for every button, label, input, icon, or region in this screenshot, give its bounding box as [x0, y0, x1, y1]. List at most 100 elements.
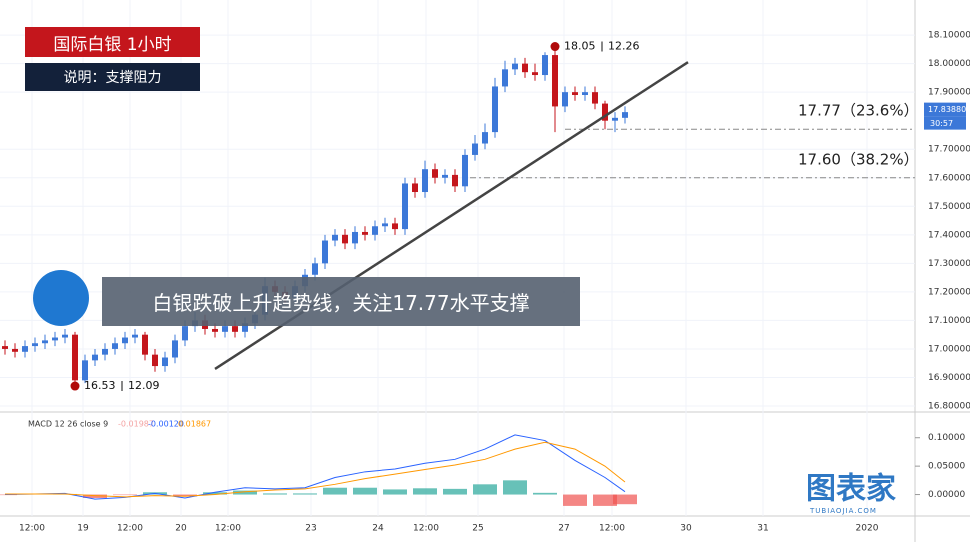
candle-body	[72, 334, 78, 381]
macd-line	[4, 434, 626, 500]
legend-value: 0.01867	[178, 420, 211, 429]
y-tick-label: 16.80000	[928, 402, 970, 412]
macd-histogram-bar	[293, 493, 317, 495]
extreme-time: 12.26	[608, 40, 640, 53]
extreme-label: 16.53	[84, 379, 116, 392]
title: 国际白银 1小时	[53, 34, 172, 55]
candle-body	[452, 174, 458, 187]
candle-body	[342, 234, 348, 244]
macd-histogram-bar	[383, 489, 407, 495]
candle-body	[472, 143, 478, 155]
macd-histogram-bar	[593, 494, 617, 506]
x-tick-label: 31	[757, 524, 768, 534]
candle-body	[62, 334, 68, 338]
y-tick-label: 17.00000	[928, 344, 970, 354]
candle-body	[162, 357, 168, 367]
y-tick-label: 17.60000	[928, 173, 970, 183]
candle-body	[422, 169, 428, 193]
level-label: 17.60（38.2%）	[798, 150, 919, 168]
candle-body	[82, 360, 88, 381]
y-tick-label: 18.00000	[928, 59, 970, 69]
macd-histogram-bar	[473, 484, 497, 495]
candle-body	[392, 223, 398, 230]
candle-body	[432, 169, 438, 178]
macd-histogram-bar	[323, 487, 347, 495]
candle-body	[522, 63, 528, 73]
candle-body	[102, 348, 108, 355]
x-tick-label: 12:00	[599, 524, 625, 534]
y-tick-label: 0.10000	[928, 433, 965, 443]
candle-body	[142, 334, 148, 355]
candle-body	[112, 343, 118, 349]
macd-histogram-bar	[443, 488, 467, 495]
macd-histogram-bar	[83, 494, 107, 498]
x-tick-label: 24	[372, 524, 384, 534]
y-tick-label: 0.00000	[928, 490, 965, 500]
y-tick-label: 0.05000	[928, 462, 965, 472]
candle-body	[512, 63, 518, 70]
subtitle-box: 说明：支撑阻力	[25, 63, 200, 91]
x-tick-label: 12:00	[215, 524, 241, 534]
robot-icon	[33, 270, 89, 326]
candle-body	[22, 346, 28, 352]
candle-body	[492, 86, 498, 133]
watermark-url: TUBIAOJIA.COM	[809, 507, 877, 515]
candle-body	[12, 348, 18, 352]
candle-body	[122, 337, 128, 344]
watermark-brand: 图表家	[806, 472, 896, 507]
candle-body	[622, 112, 628, 118]
candle-body	[482, 132, 488, 144]
candle-body	[92, 354, 98, 361]
y-tick-label: 16.90000	[928, 373, 970, 383]
candle-body	[362, 231, 368, 235]
macd-histogram-bar	[233, 490, 257, 495]
candle-body	[222, 326, 228, 332]
macd-histogram-bar	[503, 480, 527, 495]
extreme-time: 12.09	[128, 379, 160, 392]
extreme-marker	[70, 381, 80, 391]
level-label: 17.77（23.6%）	[798, 102, 919, 120]
candle-body	[312, 263, 318, 275]
candle-body	[542, 55, 548, 76]
macd-histogram-bar	[413, 488, 437, 495]
extreme-label: 18.05	[564, 40, 596, 53]
last-price-box	[924, 102, 966, 117]
candle-body	[412, 183, 418, 193]
candle-body	[322, 240, 328, 264]
x-tick-label: 27	[558, 524, 569, 534]
x-tick-label: 23	[305, 524, 316, 534]
candle-body	[352, 231, 358, 244]
candle-body	[552, 55, 558, 107]
indicator-title: MACD 12 26 close 9	[28, 420, 108, 429]
candle-body	[42, 340, 48, 344]
countdown: 30:57	[930, 119, 953, 128]
macd-histogram-bar	[113, 494, 137, 496]
macd-histogram-bar	[203, 492, 227, 495]
candle-body	[562, 92, 568, 107]
candle-body	[182, 326, 188, 341]
macd-histogram-bar	[563, 494, 587, 506]
candle-body	[332, 234, 338, 241]
candle-body	[602, 103, 608, 121]
candle-body	[2, 346, 8, 349]
y-tick-label: 17.30000	[928, 259, 970, 269]
macd-histogram-bar	[533, 492, 557, 495]
candle-body	[132, 334, 138, 338]
title-box: 国际白银 1小时	[25, 27, 200, 57]
y-tick-label: 17.70000	[928, 145, 970, 155]
x-tick-label: 30	[680, 524, 692, 534]
x-tick-label: 12:00	[117, 524, 143, 534]
legend-value: -0.00120	[148, 420, 184, 429]
candle-body	[402, 183, 408, 230]
candle-body	[32, 343, 38, 347]
countdown-box	[924, 116, 966, 130]
candle-body	[372, 226, 378, 235]
candle-body	[152, 354, 158, 367]
x-tick-label: 20	[175, 524, 187, 534]
macd-histogram-bar	[613, 494, 637, 505]
banner: 白银跌破上升趋势线，关注17.77水平支撑	[102, 277, 580, 326]
x-tick-label: 12:00	[413, 524, 439, 534]
candle-body	[382, 223, 388, 227]
legend-value: -0.01987	[118, 420, 154, 429]
